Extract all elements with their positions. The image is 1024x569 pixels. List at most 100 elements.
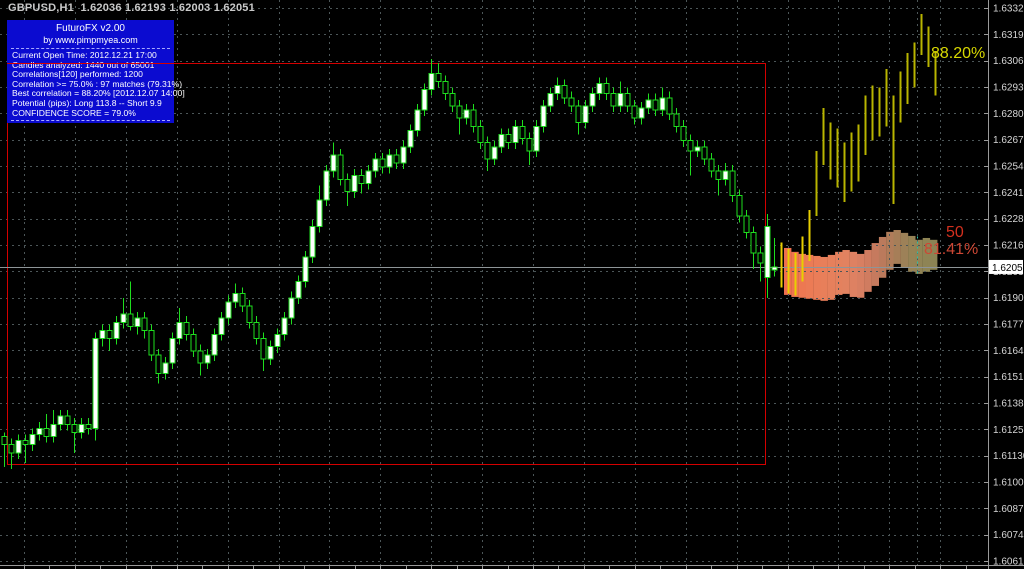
candle-body: [743, 215, 750, 233]
candle-body: [617, 93, 624, 107]
price-axis-label: 1.62545: [993, 162, 1024, 173]
fifty-level-label: 50: [946, 224, 964, 241]
candle-body: [120, 313, 127, 323]
candle-body: [106, 329, 113, 340]
candle-body: [414, 109, 421, 131]
price-axis-label: 1.61255: [993, 425, 1024, 436]
projection-band-column: [813, 255, 821, 300]
candle-body: [127, 313, 134, 327]
candle-body: [57, 415, 64, 425]
candle-body: [36, 427, 43, 435]
candle-body: [659, 97, 666, 111]
candle-body: [393, 154, 400, 164]
candle-body: [295, 280, 302, 299]
candle-body: [652, 99, 659, 111]
candle-body: [365, 170, 372, 184]
candle-body: [260, 338, 267, 360]
candle-body: [456, 105, 463, 119]
candle-body: [449, 93, 456, 107]
panel-line-potential: Potential (pips): Long 113.8 -- Short 9.…: [12, 97, 162, 108]
price-axis-label: 1.60610: [993, 557, 1024, 568]
candle-body: [15, 440, 22, 454]
projection-band-column: [930, 239, 938, 270]
projection-band-column: [864, 250, 872, 292]
candle-body: [582, 105, 589, 123]
candle-body: [435, 72, 442, 82]
candle-body: [526, 138, 533, 152]
price-axis-label: 1.62675: [993, 135, 1024, 146]
candle-body: [183, 321, 190, 335]
candle-body: [694, 146, 701, 152]
price-axis-label: 1.61000: [993, 478, 1024, 489]
candle-body: [1, 436, 8, 446]
candle-body: [288, 297, 295, 319]
candle-body: [43, 427, 50, 438]
candle-body: [540, 105, 547, 127]
candle-body: [729, 170, 736, 197]
candle-body: [757, 252, 764, 264]
candle-body: [680, 125, 687, 142]
candle-body: [519, 125, 526, 140]
candle-body: [701, 146, 708, 160]
candle-body: [8, 444, 15, 454]
candle-body: [253, 321, 260, 340]
candle-body: [400, 146, 407, 164]
candle-body: [323, 170, 330, 201]
projection-band-column: [900, 232, 909, 268]
projection-band-column: [820, 256, 828, 301]
candle-body: [113, 321, 120, 340]
candle-body: [673, 113, 680, 127]
panel-line-matches: Correlation >= 75.0% : 97 matches (79.31…: [12, 78, 183, 89]
candle-body: [225, 301, 232, 319]
candle-body: [190, 333, 197, 352]
candle-body: [379, 158, 386, 168]
candle-body: [624, 93, 631, 107]
candle-body: [407, 129, 414, 148]
projection-band-column: [915, 239, 923, 274]
panel-line-best: Best correlation = 88.20% [2012.12.07 14…: [12, 88, 185, 99]
candle-body: [78, 423, 85, 433]
candle-body: [316, 199, 323, 227]
current-price-box: [989, 259, 1023, 274]
price-axis-label: 1.62285: [993, 214, 1024, 225]
projection-band-column: [908, 235, 916, 272]
current-correlation-label: 81.41%: [924, 241, 979, 258]
current-price-box-value: 1.62051: [992, 263, 1024, 274]
candle-body: [484, 142, 491, 160]
price-axis-label: 1.63320: [993, 4, 1024, 15]
candle-body: [197, 350, 204, 364]
panel-line-confidence: CONFIDENCE SCORE = 79.0%: [12, 107, 136, 118]
candle-body: [561, 85, 568, 99]
candle-body: [29, 433, 36, 446]
candle-body: [512, 125, 519, 144]
price-axis-label: 1.62415: [993, 188, 1024, 199]
candle-body: [309, 225, 316, 258]
projection-band-column: [871, 243, 879, 286]
candle-body: [267, 346, 274, 360]
candle-body: [498, 134, 505, 148]
projection-band-column: [849, 251, 858, 297]
candle-body: [232, 293, 239, 303]
candle-body: [85, 423, 92, 429]
price-axis-label: 1.62930: [993, 83, 1024, 94]
panel-subtitle: by www.pimpmyea.com: [43, 35, 138, 45]
candle-body: [771, 266, 778, 271]
candle-body: [442, 80, 449, 95]
candle-body: [211, 333, 218, 356]
candle-body: [645, 99, 652, 109]
price-axis-label: 1.63060: [993, 56, 1024, 67]
candle-body: [708, 158, 715, 172]
projection-band-column: [805, 254, 814, 299]
candle-body: [631, 105, 638, 119]
candle-body: [638, 107, 645, 119]
candle-body: [477, 125, 484, 144]
candle-body: [463, 109, 470, 119]
projection-band-column: [922, 237, 931, 272]
price-axis-label: 1.62800: [993, 109, 1024, 120]
projection-band-column: [835, 251, 843, 295]
candle-body: [470, 109, 477, 127]
candle-body: [155, 354, 162, 374]
candle-body: [71, 423, 78, 433]
candle-body: [715, 170, 722, 180]
candle-body: [64, 415, 71, 425]
